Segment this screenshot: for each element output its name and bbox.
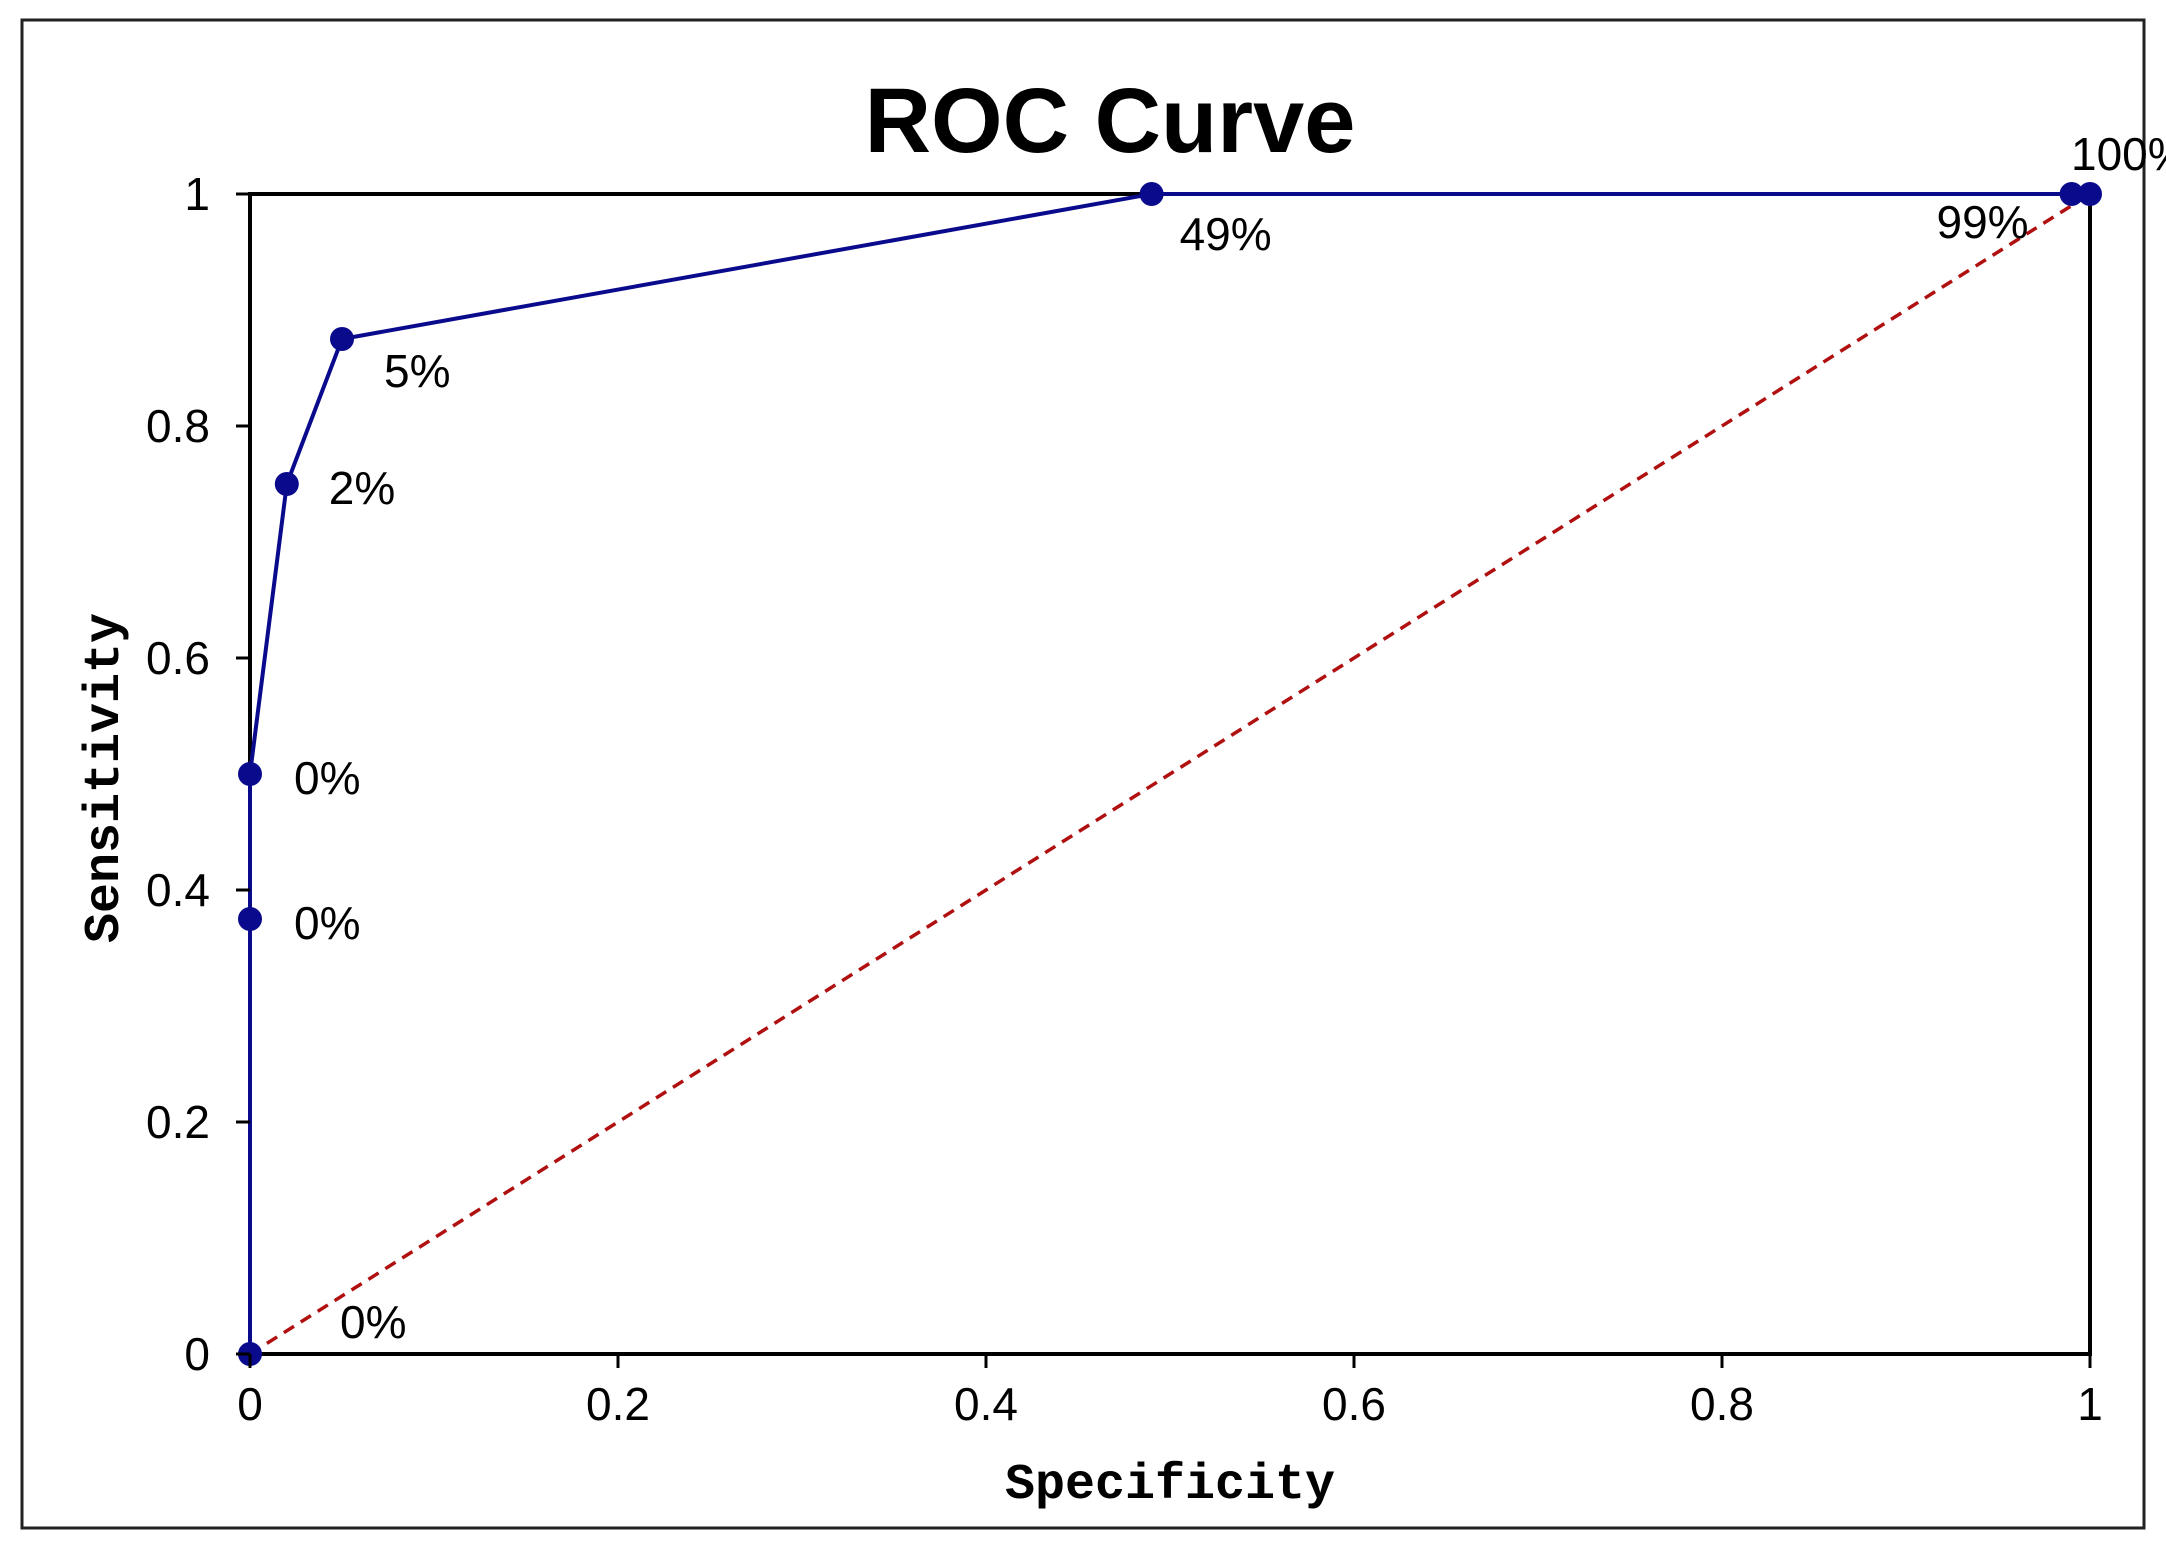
roc-point-label-4: 5% <box>384 345 450 397</box>
x-tick-label-2: 0.4 <box>954 1378 1018 1430</box>
x-tick-label-3: 0.6 <box>1322 1378 1386 1430</box>
roc-point-marker-5 <box>1139 182 1164 206</box>
roc-point-marker-2 <box>238 762 262 786</box>
roc-point-marker-3 <box>274 472 299 496</box>
y-tick-label-1: 0.2 <box>146 1096 210 1148</box>
y-tick-label-3: 0.6 <box>146 632 210 684</box>
y-tick-label-2: 0.4 <box>146 864 210 916</box>
y-tick-layer: 0 0.2 0.4 0.6 0.8 1 <box>146 168 250 1380</box>
x-tick-label-1: 0.2 <box>586 1378 650 1430</box>
x-axis-label: Specificity <box>1005 1457 1335 1514</box>
roc-curve-layer <box>248 192 2090 1354</box>
roc-point-marker-7 <box>2078 182 2102 206</box>
y-tick-label-5: 1 <box>184 168 210 220</box>
x-tick-label-0: 0 <box>237 1378 263 1430</box>
y-tick-label-4: 0.8 <box>146 400 210 452</box>
roc-point-label-5: 49% <box>1180 208 1272 260</box>
roc-point-marker-4 <box>330 327 354 351</box>
roc-point-label-3: 2% <box>329 462 395 514</box>
roc-point-marker-1 <box>238 907 262 931</box>
y-tick-label-0: 0 <box>184 1328 210 1380</box>
x-tick-label-5: 1 <box>2077 1378 2103 1430</box>
x-tick-label-4: 0.8 <box>1690 1378 1754 1430</box>
roc-point-marker-6 <box>2059 182 2084 206</box>
roc-point-label-1: 0% <box>294 897 360 949</box>
point-label-layer: 0% 0% 0% 2% 5% 49% 99% 100% <box>294 128 2166 1348</box>
reference-diagonal-line <box>249 192 2091 1356</box>
x-tick-layer: 0 0.2 0.4 0.6 0.8 1 <box>237 1354 2103 1430</box>
roc-point-label-2: 0% <box>294 752 360 804</box>
chart-title: ROC Curve <box>865 70 1356 172</box>
roc-point-label-6: 99% <box>1937 196 2029 248</box>
roc-point-label-0: 0% <box>340 1296 406 1348</box>
marker-layer <box>238 182 2102 1366</box>
roc-curve-line <box>248 192 2090 1354</box>
roc-point-label-7: 100% <box>2071 128 2166 180</box>
y-axis-label: Sensitivity <box>77 613 134 943</box>
reference-line-layer <box>249 192 2091 1356</box>
